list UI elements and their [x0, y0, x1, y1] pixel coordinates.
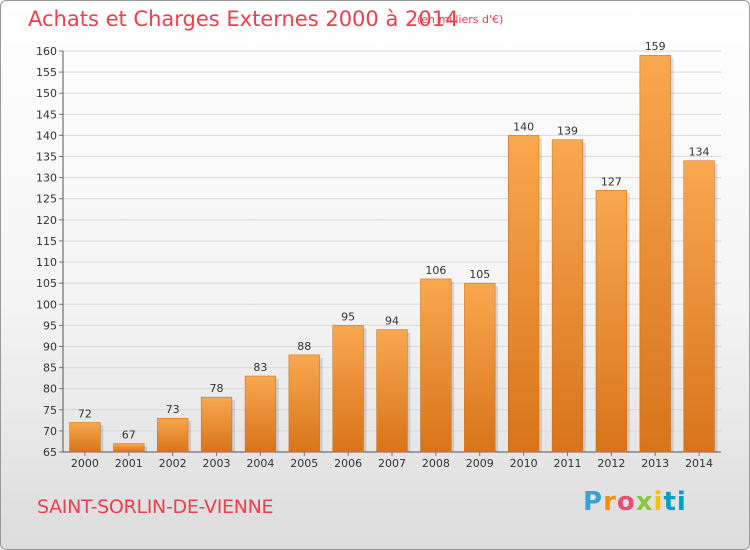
y-tick-label: 80: [43, 383, 57, 396]
value-label-2011: 139: [557, 125, 578, 138]
x-tick-label-2005: 2005: [290, 457, 318, 470]
bar-2003: [200, 396, 233, 453]
bar-2011: [551, 139, 584, 453]
value-label-2007: 94: [385, 315, 399, 328]
x-tick-label-2009: 2009: [466, 457, 494, 470]
y-tick-label: 145: [36, 108, 57, 121]
y-tick-label: 125: [36, 193, 57, 206]
bar-2005: [288, 354, 320, 453]
x-tick-label-2012: 2012: [597, 457, 625, 470]
y-tick-label: 100: [36, 298, 57, 311]
bar-2002: [157, 417, 189, 453]
bar-2014: [683, 160, 715, 453]
value-label-2000: 72: [78, 407, 92, 420]
proxiti-logo[interactable]: Proxiti: [583, 487, 687, 517]
value-label-2001: 67: [122, 429, 136, 442]
y-tick-label: 140: [36, 129, 57, 142]
commune-name: SAINT-SORLIN-DE-VIENNE: [37, 496, 274, 518]
value-label-2014: 134: [689, 146, 710, 159]
x-tick-label-2002: 2002: [159, 457, 187, 470]
x-tick-label-2013: 2013: [641, 457, 669, 470]
y-tick-label: 65: [43, 446, 57, 459]
y-tick-label: 90: [43, 340, 57, 353]
bar-2001: [113, 443, 145, 453]
y-tick-label: 150: [36, 87, 57, 100]
y-tick-label: 135: [36, 151, 57, 164]
bar-2007: [376, 329, 408, 453]
x-tick-label-2008: 2008: [422, 457, 450, 470]
value-label-2009: 105: [469, 268, 490, 281]
value-label-2013: 159: [645, 40, 666, 53]
y-tick-label: 105: [36, 277, 57, 290]
y-tick-label: 75: [43, 404, 57, 417]
x-tick-label-2000: 2000: [71, 457, 99, 470]
x-tick-label-2001: 2001: [115, 457, 143, 470]
chart-unit: (en milliers d'€): [417, 13, 504, 26]
x-tick-label-2014: 2014: [685, 457, 713, 470]
x-tick-label-2007: 2007: [378, 457, 406, 470]
x-tick-label-2004: 2004: [246, 457, 274, 470]
x-tick-label-2010: 2010: [510, 457, 538, 470]
value-label-2010: 140: [513, 120, 534, 133]
y-tick-label: 130: [36, 172, 57, 185]
bar-2006: [332, 325, 364, 453]
x-tick-label-2003: 2003: [203, 457, 231, 470]
value-label-2008: 106: [425, 264, 446, 277]
value-label-2004: 83: [253, 361, 267, 374]
y-tick-label: 95: [43, 319, 57, 332]
x-tick-label-2006: 2006: [334, 457, 362, 470]
chart-title: Achats et Charges Externes 2000 à 2014: [28, 7, 459, 31]
value-label-2002: 73: [166, 403, 180, 416]
y-tick-label: 70: [43, 425, 57, 438]
value-label-2012: 127: [601, 175, 622, 188]
bar-2013: [639, 54, 671, 453]
y-tick-label: 110: [36, 256, 57, 269]
bar-2008: [420, 278, 452, 453]
bar-2009: [464, 282, 496, 453]
bar-2012: [595, 190, 627, 453]
value-label-2005: 88: [297, 340, 311, 353]
value-label-2003: 78: [210, 382, 224, 395]
bar-2010: [507, 135, 540, 453]
y-tick-label: 115: [36, 235, 57, 248]
y-tick-label: 85: [43, 362, 57, 375]
x-tick-label-2011: 2011: [553, 457, 581, 470]
y-tick-label: 155: [36, 66, 57, 79]
y-tick-label: 160: [36, 45, 57, 58]
bar-2000: [69, 422, 101, 453]
bar-2004: [244, 375, 277, 453]
value-label-2006: 95: [341, 310, 355, 323]
y-tick-label: 120: [36, 214, 57, 227]
